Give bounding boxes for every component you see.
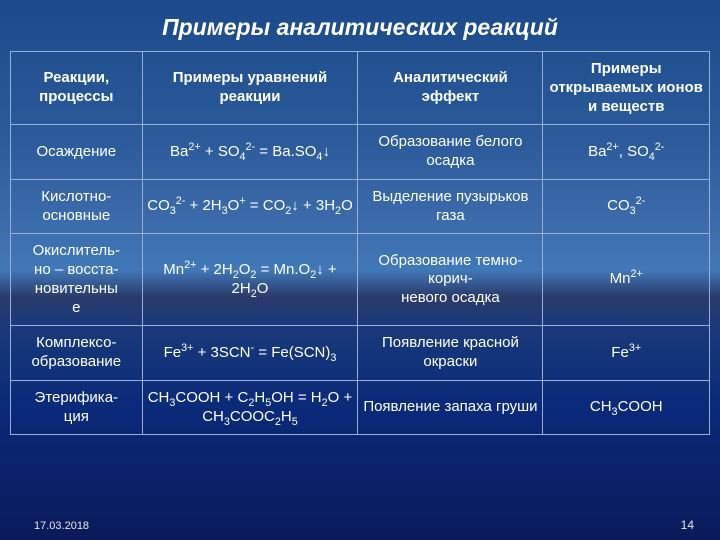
table-row: Кислотно-основные CO32- + 2H3O+ = CO2↓ +… [11, 179, 710, 234]
footer-date: 17.03.2018 [34, 520, 89, 532]
cell-effect: Появление запаха груши [358, 380, 543, 435]
header-effect: Аналитический эффект [358, 52, 543, 125]
cell-effect: Образование темно-корич-невого осадка [358, 234, 543, 326]
cell-ions: Mn2+ [543, 234, 710, 326]
header-ions: Примеры открываемых ионов и веществ [543, 52, 710, 125]
cell-effect: Появление красной окраски [358, 326, 543, 381]
header-equation: Примеры уравнений реакции [142, 52, 358, 125]
cell-ions: CO32- [543, 179, 710, 234]
cell-ions: CH3COOH [543, 380, 710, 435]
table-row: Окислитель-но – восста-новительные Mn2+ … [11, 234, 710, 326]
reactions-table: Реакции, процессы Примеры уравнений реак… [10, 51, 710, 435]
cell-equation: Mn2+ + 2H2O2 = Mn.O2↓ + 2H2O [142, 234, 358, 326]
table-row: Этерифика-ция CH3COOH + C2H5OH = H2O + C… [11, 380, 710, 435]
table-row: Комплексо-образование Fe3+ + 3SCN- = Fe(… [11, 326, 710, 381]
header-process: Реакции, процессы [11, 52, 143, 125]
cell-equation: Ba2+ + SO42- = Ba.SO4↓ [142, 125, 358, 180]
cell-process: Этерифика-ция [11, 380, 143, 435]
cell-effect: Выделение пузырьков газа [358, 179, 543, 234]
cell-process: Окислитель-но – восста-новительные [11, 234, 143, 326]
cell-effect: Образование белого осадка [358, 125, 543, 180]
cell-equation: CH3COOH + C2H5OH = H2O + CH3COOC2H5 [142, 380, 358, 435]
cell-process: Комплексо-образование [11, 326, 143, 381]
cell-ions: Fe3+ [543, 326, 710, 381]
page-title: Примеры аналитических реакций [0, 0, 720, 51]
cell-equation: CO32- + 2H3O+ = CO2↓ + 3H2O [142, 179, 358, 234]
table-header-row: Реакции, процессы Примеры уравнений реак… [11, 52, 710, 125]
cell-equation: Fe3+ + 3SCN- = Fe(SCN)3 [142, 326, 358, 381]
table-body: Осаждение Ba2+ + SO42- = Ba.SO4↓ Образов… [11, 125, 710, 435]
cell-process: Кислотно-основные [11, 179, 143, 234]
footer-page-number: 14 [681, 518, 694, 532]
cell-process: Осаждение [11, 125, 143, 180]
table-row: Осаждение Ba2+ + SO42- = Ba.SO4↓ Образов… [11, 125, 710, 180]
cell-ions: Ba2+, SO42- [543, 125, 710, 180]
